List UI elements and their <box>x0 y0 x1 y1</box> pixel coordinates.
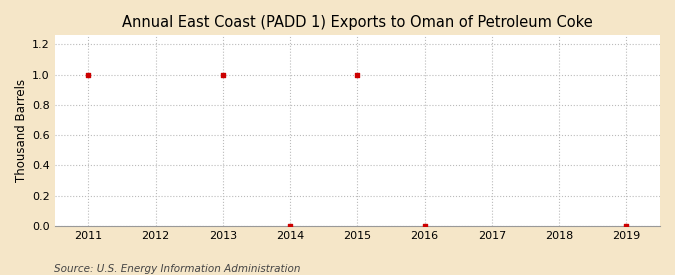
Point <box>217 72 228 77</box>
Point <box>285 224 296 228</box>
Title: Annual East Coast (PADD 1) Exports to Oman of Petroleum Coke: Annual East Coast (PADD 1) Exports to Om… <box>122 15 593 30</box>
Point <box>621 224 632 228</box>
Point <box>83 72 94 77</box>
Text: Source: U.S. Energy Information Administration: Source: U.S. Energy Information Administ… <box>54 264 300 274</box>
Point <box>419 224 430 228</box>
Y-axis label: Thousand Barrels: Thousand Barrels <box>15 79 28 182</box>
Point <box>352 72 362 77</box>
